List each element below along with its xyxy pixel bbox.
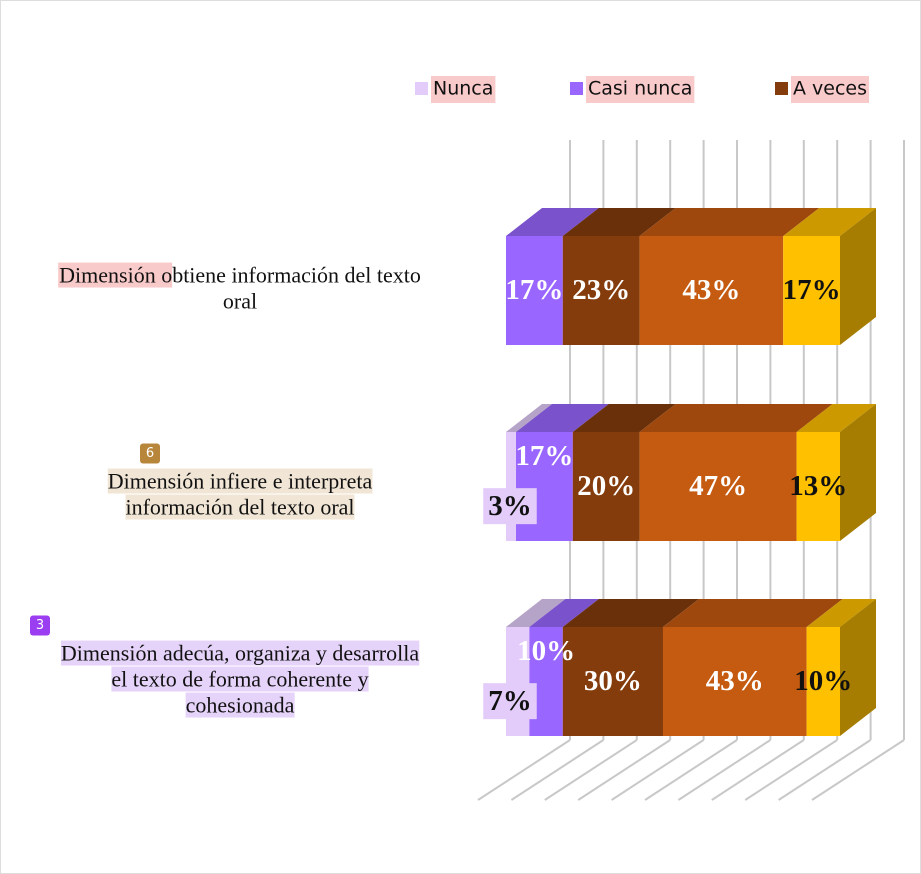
bar-top — [639, 208, 820, 236]
data-label-box — [483, 488, 537, 525]
floor-line — [677, 739, 771, 801]
bar-top — [783, 208, 876, 236]
legend-highlight — [586, 76, 695, 103]
floor-line — [644, 739, 738, 801]
floor-line — [611, 739, 705, 801]
bar-top — [506, 208, 599, 236]
category-label: Dimensión adecúa, organiza y desarrolla — [61, 641, 419, 666]
legend-swatch — [570, 82, 583, 95]
bar-side — [840, 599, 876, 736]
bar-top — [529, 599, 599, 627]
data-label: 17% — [505, 274, 563, 306]
bar — [796, 432, 840, 541]
floor-line — [544, 739, 638, 801]
legend-highlight — [791, 76, 870, 103]
bar-side — [840, 404, 876, 541]
legend-highlight — [431, 76, 496, 103]
bar — [806, 627, 840, 736]
annotation-text: 6 — [146, 446, 154, 461]
category-label: cohesionada — [186, 693, 295, 718]
annotation-badge — [140, 443, 160, 464]
floor-line — [778, 739, 872, 801]
bar — [506, 432, 517, 541]
floor-line — [811, 739, 905, 801]
legend-label: Casi nunca — [588, 78, 692, 100]
annotation-text: 3 — [36, 618, 44, 633]
bar — [639, 236, 784, 345]
floor-line — [744, 739, 838, 801]
floor-line — [510, 739, 604, 801]
data-label: 10% — [517, 635, 575, 667]
data-label: 10% — [794, 665, 852, 697]
label-highlight — [111, 666, 369, 692]
data-label: 43% — [706, 665, 764, 697]
bar-top — [796, 404, 876, 432]
data-label: 43% — [682, 274, 740, 306]
legend-swatch — [775, 82, 788, 95]
floor-line — [711, 739, 805, 801]
data-label: 47% — [689, 470, 747, 502]
legend-label: Nunca — [433, 78, 493, 100]
data-label-box — [483, 683, 537, 720]
category-label: información del texto oral — [125, 495, 354, 520]
label-highlight — [58, 262, 173, 288]
data-label: 17% — [783, 274, 841, 306]
bar — [783, 236, 840, 345]
category-label: Dimensión obtiene información del texto — [59, 263, 421, 288]
bar — [562, 627, 663, 736]
bar-top — [572, 404, 676, 432]
bar-top — [506, 404, 553, 432]
floor-line — [477, 739, 571, 801]
bar — [572, 432, 640, 541]
label-highlight — [125, 494, 355, 520]
category-label: el texto de forma coherente y — [111, 667, 368, 692]
bar-side — [840, 208, 876, 345]
bar-top — [639, 404, 833, 432]
bar — [639, 432, 797, 541]
data-label: 23% — [572, 274, 630, 306]
bar — [662, 627, 807, 736]
data-label: 13% — [789, 470, 847, 502]
legend-label: A veces — [793, 78, 867, 100]
data-label: 20% — [577, 470, 635, 502]
bar-top — [562, 208, 676, 236]
floor-line — [577, 739, 671, 801]
bar-top — [806, 599, 876, 627]
data-label: 7% — [488, 685, 532, 717]
data-label: 30% — [584, 665, 642, 697]
data-label: 17% — [515, 440, 573, 472]
bar-top — [516, 404, 609, 432]
data-label: 3% — [488, 490, 532, 522]
bar-top — [562, 599, 699, 627]
label-highlight — [185, 692, 295, 718]
bar-top — [506, 599, 566, 627]
annotation-badge — [30, 615, 50, 636]
category-label: Dimensión infiere e interpreta — [108, 469, 373, 494]
bar-top — [662, 599, 843, 627]
bar — [506, 236, 563, 345]
category-label: oral — [223, 289, 257, 314]
label-highlight — [107, 468, 373, 494]
legend-swatch — [415, 82, 428, 95]
bar — [562, 236, 640, 345]
label-highlight — [60, 640, 420, 666]
